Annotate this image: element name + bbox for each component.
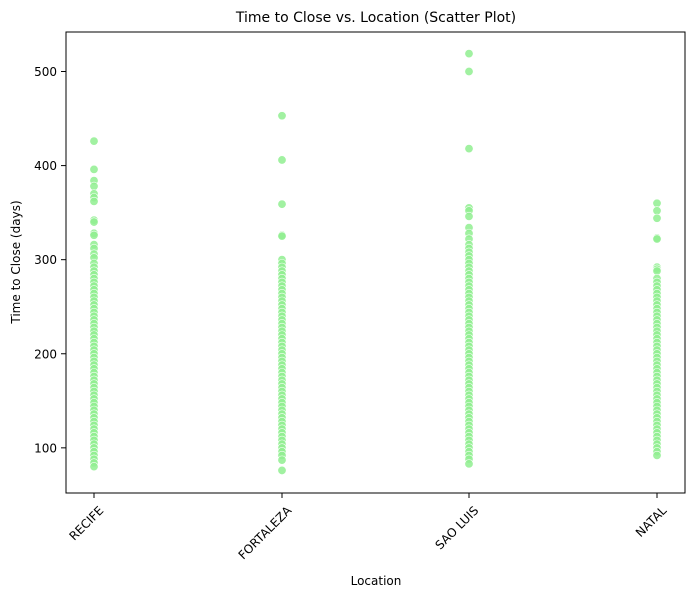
data-points <box>89 49 662 475</box>
data-point <box>89 217 99 227</box>
data-point <box>652 266 662 276</box>
data-point <box>652 213 662 223</box>
y-axis-label: Time to Close (days) <box>9 200 23 324</box>
data-point <box>277 465 287 475</box>
y-tick-label: 100 <box>34 441 57 455</box>
data-point <box>464 144 474 154</box>
data-point <box>652 198 662 208</box>
data-point <box>464 67 474 77</box>
x-tick-label: RECIFE <box>67 503 107 543</box>
data-point <box>464 49 474 59</box>
data-point <box>277 231 287 241</box>
data-point <box>464 211 474 221</box>
data-point <box>652 450 662 460</box>
x-tick-label: FORTALEZA <box>236 503 295 562</box>
data-point <box>652 234 662 244</box>
data-point <box>89 181 99 191</box>
data-point <box>277 111 287 121</box>
data-point <box>89 164 99 174</box>
data-point <box>277 455 287 465</box>
data-point <box>277 199 287 209</box>
data-point <box>89 136 99 146</box>
data-point <box>277 155 287 165</box>
x-axis-label: Location <box>351 574 402 588</box>
plot-area-frame <box>65 31 686 494</box>
data-point <box>89 230 99 240</box>
chart-title: Time to Close vs. Location (Scatter Plot… <box>235 10 516 26</box>
data-point <box>652 206 662 216</box>
y-tick-label: 400 <box>34 159 57 173</box>
x-tick-label: SAO LUIS <box>432 503 481 552</box>
y-tick-label: 300 <box>34 253 57 267</box>
data-point <box>464 459 474 469</box>
data-point <box>89 462 99 472</box>
x-tick-label: NATAL <box>633 503 670 540</box>
data-point <box>89 196 99 206</box>
y-tick-label: 200 <box>34 347 57 361</box>
y-tick-label: 500 <box>34 65 57 79</box>
x-axis: RECIFE FORTALEZA SAO LUIS NATAL <box>67 493 670 562</box>
y-axis: 100 200 300 400 500 <box>34 65 66 455</box>
